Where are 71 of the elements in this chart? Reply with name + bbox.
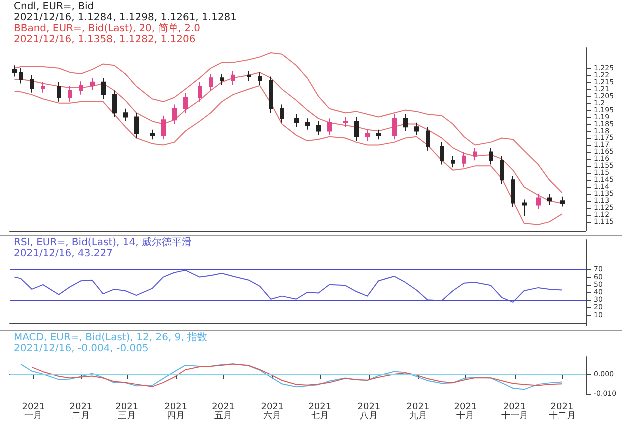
- candlestick: [392, 114, 397, 140]
- candlestick: [198, 82, 202, 102]
- candlestick: [79, 81, 83, 96]
- candlestick: [68, 86, 72, 102]
- x-tick-label: 2021 七月: [308, 402, 332, 422]
- line-series: [14, 72, 563, 204]
- candlestick: [403, 114, 408, 132]
- x-tick-label: 2021 八月: [358, 402, 381, 422]
- candlestick: [327, 118, 332, 136]
- x-tick-label: 2021 四月: [164, 402, 188, 422]
- candlestick: [258, 72, 262, 86]
- x-tick-label: 2021 九月: [406, 402, 430, 422]
- candlestick: [354, 116, 359, 142]
- candlestick: [269, 76, 273, 114]
- line-series: [14, 52, 563, 194]
- candlestick: [19, 68, 23, 84]
- candlestick: [183, 93, 188, 114]
- x-tick-label: 2021 十二月: [548, 402, 576, 422]
- candlestick: [57, 82, 61, 102]
- candlestick: [522, 199, 527, 217]
- candlestick: [134, 112, 139, 139]
- line-series: [14, 270, 563, 303]
- text: 2021/12/16, 1.1358, 1.1282, 1.1206: [14, 34, 196, 46]
- candlestick: [30, 74, 34, 94]
- chart-title: MACD, EUR=, Bid(Last), 12, 26, 9, 指数: [14, 332, 208, 344]
- chart-title: RSI, EUR=, Bid(Last), 14, 威尔德平滑: [14, 236, 192, 248]
- x-tick-label: 2021 十月: [454, 402, 478, 422]
- candlestick: [376, 129, 381, 140]
- candlestick: [536, 194, 541, 210]
- candlestick: [41, 82, 45, 94]
- candlestick: [440, 142, 444, 166]
- candlestick: [343, 116, 348, 128]
- candlestick: [473, 148, 477, 162]
- x-tick-label: 2021 二月: [70, 402, 93, 422]
- candlestick: [101, 78, 106, 100]
- x-tick-label: 2021 十一月: [501, 402, 528, 422]
- candlestick: [489, 148, 493, 166]
- chart-title: Cndl, EUR=, Bid: [14, 2, 94, 12]
- text: 2021/12/16, 43.227: [14, 248, 113, 260]
- candlestick: [294, 114, 299, 128]
- candlestick: [316, 120, 321, 136]
- candlestick: [161, 115, 166, 140]
- candlestick: [12, 65, 17, 78]
- chart-subtitle: 2021/12/16, -0.004, -0.005: [14, 344, 149, 354]
- candlestick: [365, 129, 370, 142]
- candlestick: [280, 104, 284, 124]
- candlestick: [305, 118, 310, 130]
- x-tick-label: 2021 五月: [212, 402, 236, 422]
- line-series: [14, 85, 563, 226]
- candlestick: [172, 104, 177, 125]
- candlestick: [123, 108, 128, 122]
- x-tick-label: 2021 六月: [261, 402, 284, 422]
- candlestick: [451, 156, 455, 168]
- candlestick: [547, 194, 552, 206]
- candlestick: [560, 196, 565, 208]
- candlestick: [462, 152, 466, 168]
- chart-subtitle: 2021/12/16, 1.1284, 1.1298, 1.1261, 1.1281: [14, 12, 238, 24]
- candlestick: [414, 122, 419, 136]
- candlestick: [90, 78, 95, 91]
- candlestick: [209, 73, 213, 92]
- candlestick: [511, 175, 515, 208]
- candlestick: [231, 70, 235, 86]
- candlestick: [500, 156, 504, 185]
- candlestick: [247, 70, 251, 82]
- candlestick: [426, 126, 430, 152]
- x-tick-label: 2021 一月: [22, 402, 46, 422]
- candlestick: [150, 129, 155, 140]
- x-tick-label: 2021 三月: [116, 402, 139, 422]
- candlestick: [220, 73, 224, 86]
- candlestick: [112, 90, 117, 118]
- text: BBand, EUR=, Bid(Last), 20, 简单, 2.0: [14, 22, 201, 34]
